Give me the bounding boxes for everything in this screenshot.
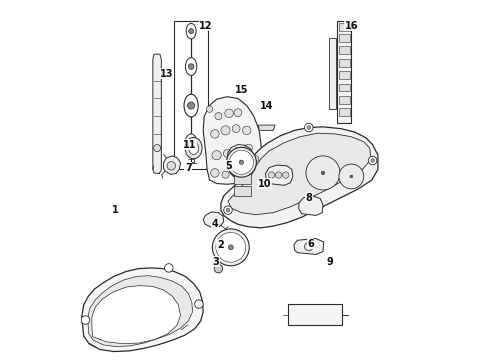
Bar <box>329 38 336 109</box>
Ellipse shape <box>184 94 198 117</box>
Bar <box>339 23 349 31</box>
Ellipse shape <box>212 150 221 160</box>
Bar <box>339 34 349 42</box>
Ellipse shape <box>185 134 197 155</box>
Ellipse shape <box>195 300 203 308</box>
Polygon shape <box>258 125 275 130</box>
Ellipse shape <box>305 242 313 251</box>
Ellipse shape <box>222 171 229 178</box>
Bar <box>339 71 349 79</box>
Ellipse shape <box>81 316 90 324</box>
Ellipse shape <box>186 23 196 39</box>
Ellipse shape <box>275 172 282 178</box>
Ellipse shape <box>226 147 256 177</box>
Polygon shape <box>164 156 180 174</box>
Ellipse shape <box>223 149 231 157</box>
Ellipse shape <box>185 58 197 76</box>
Ellipse shape <box>188 102 195 109</box>
Bar <box>234 186 251 196</box>
Text: 13: 13 <box>160 69 174 79</box>
Ellipse shape <box>185 138 202 159</box>
Ellipse shape <box>224 206 232 215</box>
Polygon shape <box>88 276 193 347</box>
Ellipse shape <box>211 130 219 138</box>
Polygon shape <box>228 133 371 215</box>
Bar <box>339 59 349 67</box>
Ellipse shape <box>350 175 353 178</box>
Ellipse shape <box>371 159 374 162</box>
Text: 16: 16 <box>344 21 358 31</box>
Ellipse shape <box>239 160 244 165</box>
Ellipse shape <box>232 169 240 177</box>
Text: 6: 6 <box>307 239 314 249</box>
Ellipse shape <box>167 162 175 170</box>
Text: 12: 12 <box>199 21 213 31</box>
Polygon shape <box>266 165 293 185</box>
Ellipse shape <box>165 264 173 272</box>
Bar <box>339 108 349 116</box>
Ellipse shape <box>339 164 364 189</box>
Polygon shape <box>299 196 323 215</box>
Bar <box>174 21 208 169</box>
Text: 7: 7 <box>185 163 192 172</box>
Ellipse shape <box>221 126 230 135</box>
Ellipse shape <box>269 172 275 178</box>
Ellipse shape <box>321 171 325 175</box>
Ellipse shape <box>283 172 289 178</box>
Polygon shape <box>92 285 180 344</box>
Text: 8: 8 <box>305 193 312 203</box>
Polygon shape <box>294 238 324 255</box>
Text: 10: 10 <box>258 179 271 189</box>
Ellipse shape <box>234 109 242 117</box>
Ellipse shape <box>245 144 252 152</box>
Ellipse shape <box>215 113 222 120</box>
Ellipse shape <box>368 156 377 165</box>
Ellipse shape <box>216 233 245 262</box>
Ellipse shape <box>306 156 340 190</box>
Text: 14: 14 <box>260 100 273 111</box>
Ellipse shape <box>245 164 252 171</box>
Ellipse shape <box>307 126 311 129</box>
Bar <box>288 304 343 325</box>
Text: 15: 15 <box>235 85 248 95</box>
Polygon shape <box>82 268 203 352</box>
Text: 3: 3 <box>213 257 220 266</box>
Polygon shape <box>203 212 224 228</box>
Ellipse shape <box>232 125 240 132</box>
Bar <box>339 96 349 104</box>
Ellipse shape <box>234 147 242 156</box>
Polygon shape <box>153 54 161 174</box>
Text: 9: 9 <box>327 257 333 266</box>
Ellipse shape <box>252 156 259 162</box>
Text: 4: 4 <box>212 219 218 229</box>
Ellipse shape <box>189 142 198 154</box>
Ellipse shape <box>305 123 313 132</box>
Bar <box>337 21 351 123</box>
Ellipse shape <box>226 208 230 212</box>
Polygon shape <box>221 127 378 228</box>
Ellipse shape <box>211 168 219 177</box>
Bar <box>234 162 251 171</box>
Text: 2: 2 <box>217 239 223 249</box>
Bar <box>234 174 251 184</box>
Ellipse shape <box>188 64 194 69</box>
Bar <box>339 84 349 91</box>
Ellipse shape <box>206 106 213 112</box>
Text: 11: 11 <box>183 140 197 149</box>
Bar <box>339 46 349 54</box>
Ellipse shape <box>229 150 253 174</box>
Ellipse shape <box>188 141 195 148</box>
Ellipse shape <box>153 145 161 152</box>
Ellipse shape <box>243 126 251 135</box>
Ellipse shape <box>189 29 194 33</box>
Ellipse shape <box>212 229 249 266</box>
Ellipse shape <box>225 109 233 118</box>
Ellipse shape <box>228 245 233 250</box>
Polygon shape <box>203 97 263 184</box>
Text: 5: 5 <box>226 161 232 171</box>
Text: 1: 1 <box>112 205 119 215</box>
Ellipse shape <box>214 264 222 273</box>
